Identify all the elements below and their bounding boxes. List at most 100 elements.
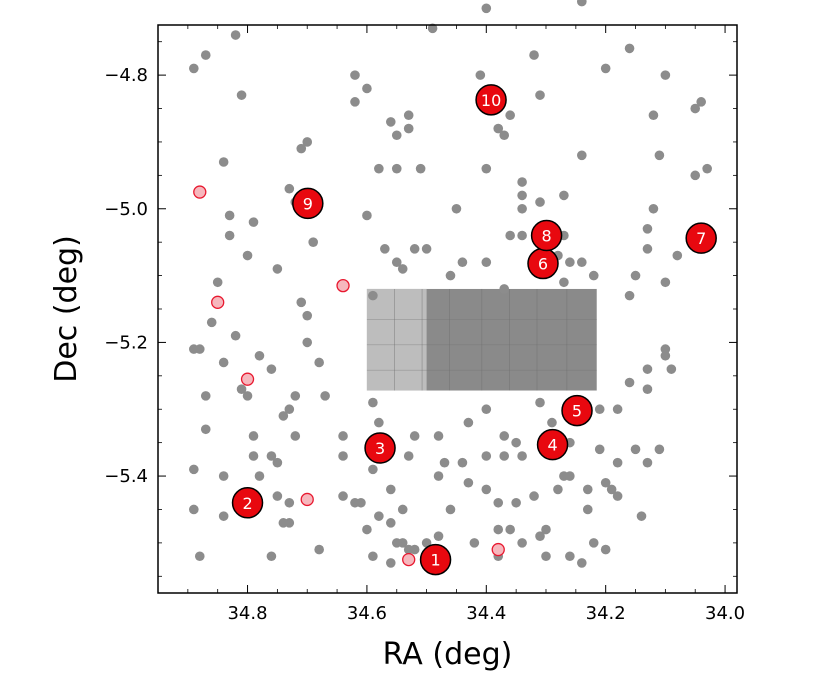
data-point xyxy=(547,417,557,428)
data-point xyxy=(302,337,313,348)
data-point xyxy=(409,244,420,254)
data-point xyxy=(200,424,211,435)
data-point xyxy=(690,170,701,181)
numbered-point-5: 5 xyxy=(561,394,593,427)
y-tick-label: −5.0 xyxy=(104,199,148,220)
data-point xyxy=(630,444,641,455)
numbered-marker-label: 8 xyxy=(541,226,551,245)
data-point xyxy=(588,538,599,548)
x-tick-label: 34.8 xyxy=(227,603,267,624)
data-point xyxy=(218,511,229,521)
data-point xyxy=(206,317,217,328)
data-point xyxy=(302,137,313,147)
data-point xyxy=(612,404,623,415)
data-point xyxy=(290,391,301,401)
numbered-marker xyxy=(536,428,569,461)
data-point xyxy=(642,384,653,394)
data-point xyxy=(290,431,301,441)
data-point xyxy=(224,210,235,221)
data-point xyxy=(582,484,593,495)
data-point xyxy=(511,437,521,448)
data-point xyxy=(541,524,551,535)
data-point xyxy=(189,504,199,515)
data-point xyxy=(272,264,283,274)
numbered-marker xyxy=(685,222,717,254)
data-point xyxy=(577,257,587,268)
x-axis-ticks: 34.8 34.6 34.4 34.2 34.0 xyxy=(157,25,745,624)
numbered-point-1: 1 xyxy=(419,543,452,576)
data-point xyxy=(660,277,671,288)
data-point xyxy=(296,143,307,154)
y-tick-label: −5.4 xyxy=(104,466,148,487)
data-point xyxy=(499,130,510,141)
data-point xyxy=(624,43,635,54)
data-point xyxy=(481,404,492,415)
data-point xyxy=(433,531,444,541)
data-point xyxy=(463,477,474,488)
data-point xyxy=(577,0,587,7)
numbered-marker-label: 9 xyxy=(303,194,313,213)
highlight-point xyxy=(491,542,505,557)
data-point xyxy=(254,471,265,481)
data-point xyxy=(374,511,384,521)
numbered-marker-label: 7 xyxy=(696,229,706,248)
data-point xyxy=(314,357,324,368)
y-axis-ticks: −4.8 −5.0 −5.2 −5.4 xyxy=(104,41,737,577)
data-point xyxy=(529,50,539,60)
numbered-point-2: 2 xyxy=(231,487,264,519)
data-point xyxy=(409,544,420,555)
data-point xyxy=(230,330,241,341)
data-point xyxy=(350,97,360,107)
numbered-marker-label: 3 xyxy=(375,439,385,458)
numbered-marker-label: 1 xyxy=(430,551,440,570)
data-point xyxy=(194,344,205,354)
data-point xyxy=(475,70,486,80)
data-point xyxy=(368,290,378,301)
data-point xyxy=(654,150,665,161)
data-point xyxy=(529,491,539,501)
data-point xyxy=(212,277,223,288)
data-point xyxy=(362,210,372,221)
data-point xyxy=(594,404,605,415)
numbered-marker-label: 10 xyxy=(481,91,501,110)
data-point xyxy=(457,257,468,268)
numbered-point-7: 7 xyxy=(685,222,717,254)
data-point xyxy=(702,163,712,174)
data-point xyxy=(284,404,295,415)
data-point xyxy=(642,244,653,254)
data-point xyxy=(254,350,265,361)
data-point xyxy=(630,270,641,281)
data-point xyxy=(481,257,492,268)
data-point xyxy=(463,417,474,428)
data-point xyxy=(559,190,569,201)
data-point xyxy=(642,224,653,234)
data-point xyxy=(511,497,521,508)
data-point xyxy=(427,23,438,34)
data-point xyxy=(642,457,653,468)
data-point xyxy=(385,558,396,568)
data-point xyxy=(517,451,527,461)
data-point xyxy=(218,471,229,481)
data-point xyxy=(600,477,611,488)
data-point xyxy=(362,524,372,535)
data-point xyxy=(272,457,283,468)
data-point xyxy=(266,451,277,461)
data-point xyxy=(320,391,330,401)
numbered-point-8: 8 xyxy=(530,219,563,252)
data-point xyxy=(624,377,635,388)
data-point xyxy=(481,484,492,495)
data-point xyxy=(481,3,492,14)
data-point xyxy=(660,70,671,80)
data-point xyxy=(457,457,468,468)
data-point xyxy=(362,83,372,94)
data-point xyxy=(391,257,402,268)
data-point xyxy=(648,110,659,121)
data-point xyxy=(284,183,295,194)
data-point xyxy=(535,397,545,408)
data-point xyxy=(624,290,635,301)
image-region-light xyxy=(366,288,427,391)
data-point xyxy=(451,203,462,214)
numbered-marker xyxy=(231,487,264,519)
data-point xyxy=(499,431,510,441)
highlight-point xyxy=(300,492,314,507)
